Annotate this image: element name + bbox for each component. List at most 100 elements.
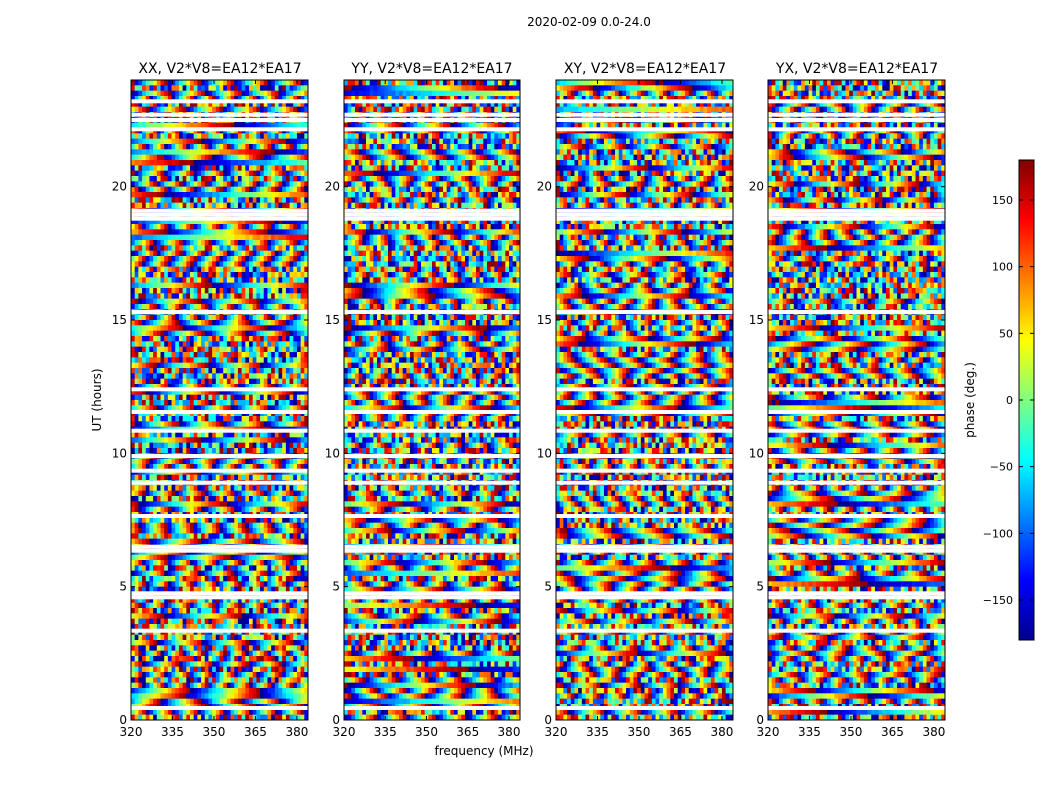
heatmap-cell	[205, 181, 209, 187]
heatmap-cell	[175, 197, 179, 203]
heatmap-cell	[256, 187, 260, 193]
heatmap-cell	[249, 85, 253, 91]
heatmap-cell	[157, 155, 161, 161]
heatmap-cell	[172, 160, 176, 166]
heatmap-cell	[194, 203, 198, 209]
heatmap-cell	[238, 251, 242, 257]
heatmap-cell	[153, 160, 157, 166]
heatmap-cell	[212, 235, 216, 241]
heatmap-cell	[175, 240, 179, 246]
heatmap-cell	[142, 165, 146, 171]
heatmap-cell	[131, 267, 135, 273]
heatmap-cell	[286, 240, 290, 246]
heatmap-cell	[197, 235, 201, 241]
heatmap-cell	[238, 235, 242, 241]
heatmap-cell	[267, 144, 271, 150]
heatmap-cell	[172, 224, 176, 230]
heatmap-cell	[197, 85, 201, 91]
heatmap-cell	[168, 155, 172, 161]
heatmap-cell	[267, 187, 271, 193]
heatmap-cell	[223, 85, 227, 91]
heatmap-cell	[297, 203, 301, 209]
heatmap-cell	[138, 224, 142, 230]
heatmap-cell	[146, 181, 150, 187]
heatmap-cell	[279, 171, 283, 177]
heatmap-cell	[186, 245, 190, 251]
heatmap-cell	[164, 197, 168, 203]
heatmap-cell	[172, 139, 176, 145]
heatmap-cell	[153, 85, 157, 91]
heatmap-cell	[216, 91, 220, 97]
heatmap-cell	[146, 176, 150, 182]
heatmap-cell	[231, 245, 235, 251]
heatmap-cell	[164, 144, 168, 150]
heatmap-cell	[208, 192, 212, 198]
heatmap-cell	[149, 187, 153, 193]
heatmap-cell	[212, 149, 216, 155]
heatmap-cell	[153, 267, 157, 273]
heatmap-cell	[153, 197, 157, 203]
heatmap-cell	[275, 165, 279, 171]
heatmap-cell	[253, 160, 257, 166]
heatmap-cell	[301, 107, 305, 113]
heatmap-cell	[290, 91, 294, 97]
heatmap-cell	[271, 181, 275, 187]
heatmap-cell	[153, 107, 157, 113]
heatmap-cell	[153, 155, 157, 161]
heatmap-cell	[286, 139, 290, 145]
heatmap-cell	[264, 187, 268, 193]
heatmap-cell	[216, 149, 220, 155]
heatmap-cell	[164, 107, 168, 113]
heatmap-cell	[197, 187, 201, 193]
heatmap-cell	[249, 267, 253, 273]
heatmap-cell	[197, 197, 201, 203]
heatmap-cell	[146, 256, 150, 262]
heatmap-cell	[201, 85, 205, 91]
heatmap-cell	[161, 197, 165, 203]
heatmap-cell	[242, 160, 246, 166]
heatmap-cell	[164, 176, 168, 182]
heatmap-cell	[149, 144, 153, 150]
heatmap-cell	[138, 144, 142, 150]
heatmap-cell	[135, 176, 139, 182]
heatmap-cell	[271, 165, 275, 171]
heatmap-cell	[168, 91, 172, 97]
heatmap-cell	[260, 235, 264, 241]
heatmap-cell	[227, 251, 231, 257]
heatmap-cell	[138, 176, 142, 182]
heatmap-cell	[242, 261, 246, 267]
heatmap-cell	[242, 192, 246, 198]
heatmap-cell	[190, 224, 194, 230]
heatmap-cell	[201, 224, 205, 230]
heatmap-cell	[175, 192, 179, 198]
heatmap-cell	[238, 267, 242, 273]
heatmap-cell	[282, 203, 286, 209]
heatmap-cell	[205, 224, 209, 230]
heatmap-cell	[142, 107, 146, 113]
heatmap-cell	[231, 224, 235, 230]
heatmap-cell	[282, 224, 286, 230]
heatmap-cell	[201, 144, 205, 150]
heatmap-cell	[279, 155, 283, 161]
heatmap-cell	[131, 251, 135, 257]
heatmap-cell	[208, 144, 212, 150]
heatmap-cell	[279, 80, 283, 86]
heatmap-cell	[242, 267, 246, 273]
heatmap-cell	[290, 181, 294, 187]
heatmap-cell	[164, 91, 168, 97]
heatmap-cell	[297, 171, 301, 177]
heatmap-cell	[168, 267, 172, 273]
heatmap-cell	[161, 85, 165, 91]
heatmap-cell	[227, 171, 231, 177]
heatmap-cell	[275, 197, 279, 203]
heatmap-cell	[234, 176, 238, 182]
heatmap-cell	[264, 171, 268, 177]
heatmap-cell	[245, 235, 249, 241]
heatmap-cell	[275, 229, 279, 235]
heatmap-cell	[297, 235, 301, 241]
heatmap-cell	[267, 165, 271, 171]
heatmap-cell	[142, 160, 146, 166]
heatmap-cell	[260, 144, 264, 150]
heatmap-cell	[142, 267, 146, 273]
heatmap-cell	[253, 203, 257, 209]
